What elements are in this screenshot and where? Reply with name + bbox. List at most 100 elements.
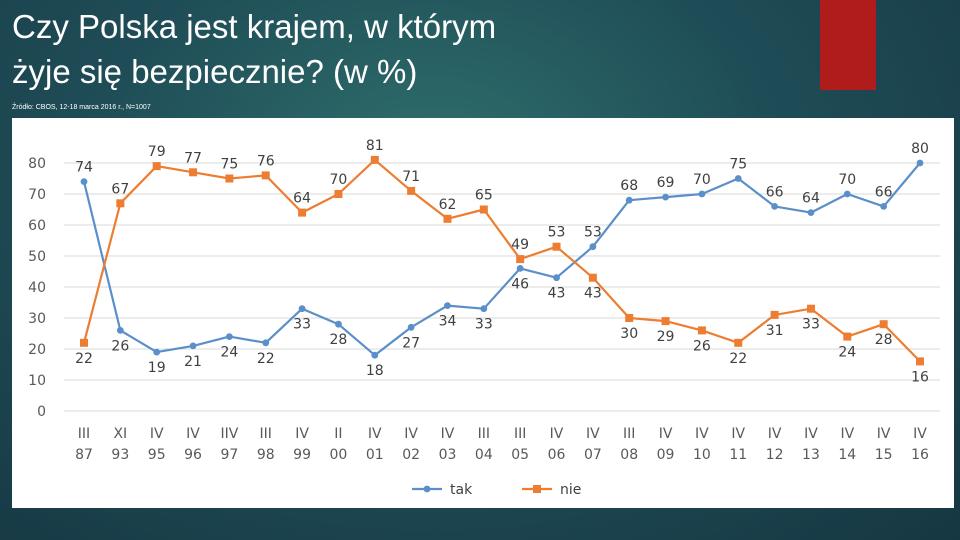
x-tick-label-bottom-20: 13 <box>802 447 820 463</box>
x-tick-label-top-4: IIV <box>220 426 238 442</box>
data-label-tak-23: 80 <box>911 141 929 157</box>
data-label-tak-18: 75 <box>729 157 747 173</box>
data-label-nie-13: 53 <box>548 225 566 241</box>
y-tick-label-40: 40 <box>28 280 46 296</box>
x-tick-label-bottom-6: 99 <box>293 447 311 463</box>
point-tak-11 <box>480 305 488 313</box>
data-label-tak-12: 46 <box>511 276 529 292</box>
point-nie-0 <box>80 338 88 347</box>
y-tick-label-20: 20 <box>28 342 46 358</box>
point-nie-5 <box>261 171 270 180</box>
point-tak-6 <box>298 305 306 313</box>
point-tak-21 <box>843 190 851 198</box>
data-label-nie-21: 24 <box>838 345 856 361</box>
x-tick-label-top-8: IV <box>368 426 382 442</box>
x-tick-label-top-15: III <box>623 426 635 442</box>
y-tick-label-60: 60 <box>28 218 46 234</box>
x-tick-label-bottom-14: 07 <box>584 447 602 463</box>
data-label-nie-16: 29 <box>657 329 675 345</box>
point-nie-20 <box>806 304 815 313</box>
y-tick-label-80: 80 <box>28 156 46 172</box>
x-tick-label-top-19: IV <box>768 426 782 442</box>
data-label-tak-14: 53 <box>584 225 602 241</box>
series-line-nie <box>82 158 921 363</box>
data-label-nie-7: 70 <box>330 172 348 188</box>
x-tick-label-bottom-23: 16 <box>911 447 929 463</box>
x-tick-label-top-21: IV <box>840 426 854 442</box>
y-tick-label-50: 50 <box>28 249 46 265</box>
legend-marker-nie <box>533 485 541 493</box>
data-label-tak-10: 34 <box>439 314 457 330</box>
point-nie-16 <box>661 317 670 326</box>
point-tak-10 <box>444 302 451 309</box>
x-tick-label-bottom-4: 97 <box>220 447 238 463</box>
x-tick-label-top-2: IV <box>150 426 164 442</box>
data-label-nie-10: 62 <box>439 197 457 213</box>
point-tak-16 <box>662 193 669 201</box>
data-label-nie-2: 79 <box>148 144 166 160</box>
y-tick-label-10: 10 <box>28 373 46 389</box>
x-tick-label-bottom-5: 98 <box>257 447 275 463</box>
x-tick-label-bottom-1: 93 <box>111 447 129 463</box>
data-label-tak-7: 28 <box>330 332 348 348</box>
x-tick-label-top-14: IV <box>586 426 600 442</box>
x-tick-label-top-13: IV <box>550 426 564 442</box>
source-note: Źródło: CBOS, 12-18 marca 2016 r., N=100… <box>12 104 151 111</box>
point-tak-9 <box>407 323 415 331</box>
x-tick-label-bottom-13: 06 <box>548 447 566 463</box>
x-tick-label-bottom-19: 12 <box>766 447 784 463</box>
point-tak-8 <box>371 351 379 359</box>
x-tick-label-top-7: II <box>334 426 342 442</box>
point-tak-2 <box>153 348 161 356</box>
x-tick-label-top-10: IV <box>441 426 455 442</box>
slide-title-line-1: Czy Polska jest krajem, w którym <box>12 8 497 45</box>
x-tick-label-bottom-12: 05 <box>511 447 529 463</box>
point-nie-2 <box>152 162 161 171</box>
y-tick-label-70: 70 <box>28 187 46 203</box>
y-tick-label-0: 0 <box>37 404 46 420</box>
point-nie-10 <box>443 214 452 223</box>
x-tick-label-bottom-0: 87 <box>75 447 93 463</box>
x-tick-label-top-20: IV <box>804 426 818 442</box>
slide-title: Czy Polska jest krajem, w którym żyje si… <box>12 4 496 94</box>
x-tick-label-top-9: IV <box>404 426 418 442</box>
data-label-tak-9: 27 <box>402 335 420 351</box>
legend-label-nie: nie <box>560 482 581 498</box>
legend-label-tak: tak <box>450 482 473 498</box>
x-tick-label-bottom-7: 00 <box>330 447 348 463</box>
point-tak-13 <box>553 274 560 282</box>
point-nie-13 <box>552 242 561 251</box>
point-tak-5 <box>262 339 270 347</box>
x-tick-label-top-17: IV <box>695 426 709 442</box>
point-tak-15 <box>625 196 633 204</box>
x-tick-label-top-22: IV <box>877 426 891 442</box>
data-label-tak-6: 33 <box>293 317 311 333</box>
x-tick-label-bottom-16: 09 <box>657 447 675 463</box>
data-label-tak-11: 33 <box>475 317 493 333</box>
data-label-tak-2: 19 <box>148 360 166 376</box>
data-label-nie-11: 65 <box>475 188 493 204</box>
data-label-tak-16: 69 <box>657 175 675 191</box>
point-tak-17 <box>698 190 706 198</box>
point-nie-9 <box>407 186 416 195</box>
data-label-nie-18: 22 <box>729 351 747 367</box>
x-tick-label-bottom-11: 04 <box>475 447 493 463</box>
x-tick-label-top-1: XI <box>113 426 127 442</box>
point-nie-1 <box>116 199 125 208</box>
point-tak-18 <box>734 175 742 182</box>
data-label-tak-20: 64 <box>802 191 820 207</box>
point-nie-7 <box>334 190 343 198</box>
x-tick-label-bottom-15: 08 <box>620 447 638 463</box>
point-nie-15 <box>625 314 634 322</box>
data-label-nie-20: 33 <box>802 317 820 333</box>
data-label-nie-17: 26 <box>693 338 711 354</box>
data-label-tak-4: 24 <box>220 345 238 361</box>
data-label-tak-5: 22 <box>257 351 275 367</box>
point-tak-1 <box>116 327 124 334</box>
x-tick-label-top-6: IV <box>295 426 309 442</box>
y-tick-label-30: 30 <box>28 311 46 327</box>
point-tak-0 <box>80 178 88 185</box>
x-tick-label-bottom-8: 01 <box>366 447 384 463</box>
data-label-nie-22: 28 <box>875 332 893 348</box>
point-tak-7 <box>335 320 342 328</box>
